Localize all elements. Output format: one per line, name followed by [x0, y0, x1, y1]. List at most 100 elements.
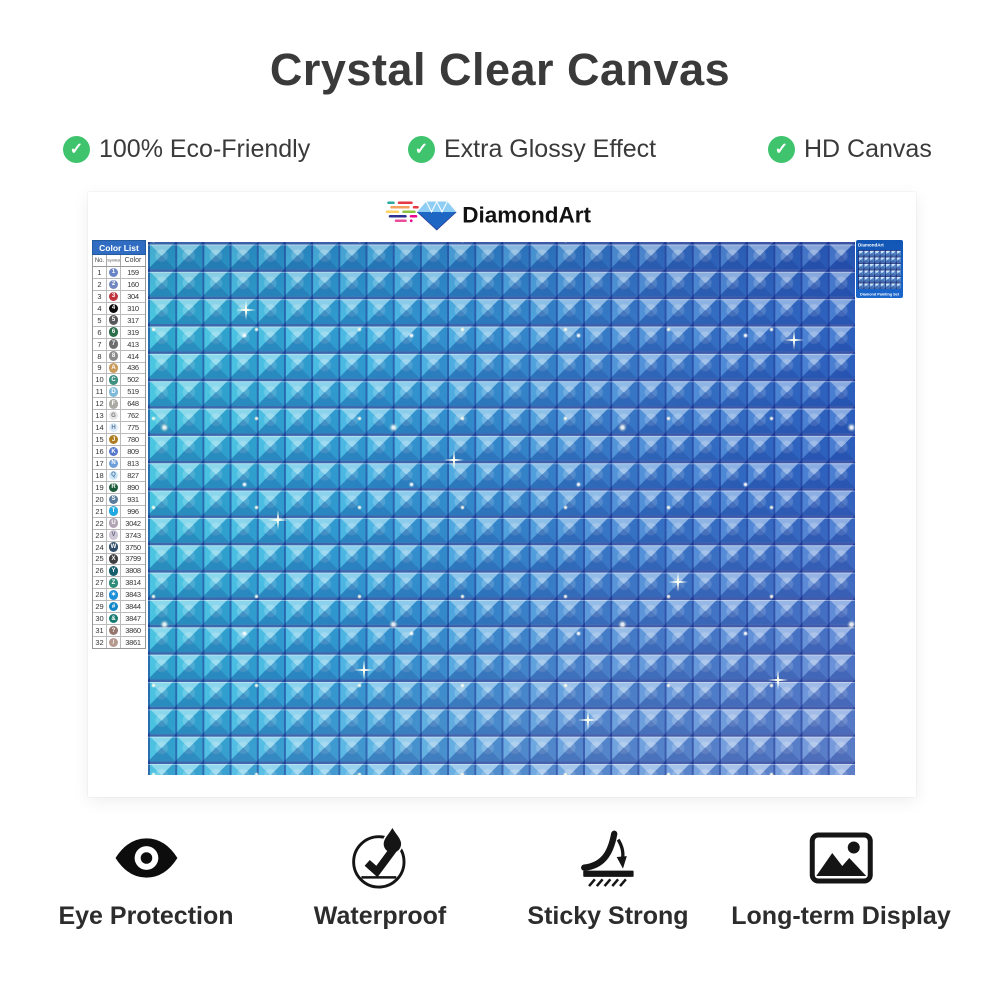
- symbol-cell: 6: [107, 326, 121, 338]
- color-list-row: 29 # 3844: [93, 601, 145, 614]
- color-list-row: 10 C 502: [93, 374, 145, 387]
- feature-extra-glossy: ✓ Extra Glossy Effect: [408, 135, 656, 164]
- color-list-columns: No. Symbol Color: [92, 255, 146, 267]
- color-swatch-icon: 7: [108, 339, 119, 349]
- symbol-cell: K: [107, 446, 121, 457]
- color-list-row: 14 H 775: [93, 422, 145, 435]
- color-swatch-icon: X: [108, 554, 119, 564]
- waterproof-icon: [352, 826, 406, 889]
- color-list-row: 21 T 996: [93, 505, 145, 518]
- color-list-row: 8 8 414: [93, 350, 145, 363]
- logo-diamond-icon: [416, 200, 457, 231]
- sparkle-glint: [668, 572, 688, 592]
- feature-label: Extra Glossy Effect: [444, 135, 657, 163]
- dmc-code: 890: [127, 482, 139, 492]
- color-swatch-icon: S: [108, 494, 119, 505]
- feature-waterproof: Waterproof: [314, 826, 446, 931]
- row-number: 10: [93, 374, 107, 386]
- row-number: 6: [93, 326, 107, 338]
- color-list-row: 16 K 809: [93, 446, 145, 458]
- color-swatch-icon: &: [108, 613, 119, 624]
- row-number: 2: [93, 278, 107, 290]
- color-list-row: 7 7 413: [93, 338, 145, 351]
- color-swatch-icon: 3: [108, 291, 119, 302]
- row-number: 4: [93, 302, 107, 314]
- color-swatch-icon: V: [108, 530, 119, 540]
- brand-logo: DiamondArt: [385, 200, 592, 231]
- row-number: 26: [93, 565, 107, 577]
- row-number: 27: [93, 577, 107, 589]
- sparkle-glint: [354, 660, 374, 680]
- color-list-row: 2 2 160: [93, 278, 145, 291]
- sparkle-glint: [784, 330, 804, 350]
- color-list-row: 11 D 519: [93, 386, 145, 399]
- symbol-cell: ✶: [107, 589, 121, 601]
- color-swatch-icon: Q: [108, 470, 119, 481]
- feature-label: HD Canvas: [804, 135, 932, 163]
- dmc-code: 3042: [125, 518, 141, 528]
- color-list-row: 3 3 304: [93, 290, 145, 303]
- color-list-rows: 1 1 159 2 2 160: [92, 267, 146, 649]
- sparkle-glint: [768, 670, 788, 690]
- dmc-code: 3843: [125, 590, 141, 600]
- dmc-code: 996: [127, 506, 139, 516]
- symbol-cell: D: [107, 386, 121, 398]
- color-swatch-icon: W: [108, 542, 119, 552]
- color-list-row: 26 Y 3808: [93, 565, 145, 578]
- row-number: 25: [93, 553, 107, 565]
- mini-box-brand: DiamondArt: [857, 242, 884, 248]
- color-list-row: 28 ✶ 3843: [93, 589, 145, 602]
- row-number: 9: [93, 362, 107, 374]
- sparkle-glint: [578, 710, 598, 730]
- sparkle-glint: [236, 300, 256, 320]
- row-number: 18: [93, 469, 107, 481]
- mini-product-box: ◆ DiamondArt Diamond Painting Set: [856, 240, 903, 298]
- dmc-code: 3799: [125, 554, 141, 564]
- symbol-cell: C: [107, 374, 121, 386]
- symbol-cell: R: [107, 481, 121, 493]
- color-list-row: 12 F 648: [93, 398, 145, 411]
- dmc-code: 3860: [125, 626, 141, 636]
- feature-label: Waterproof: [313, 902, 447, 930]
- color-list-row: 23 V 3743: [93, 529, 145, 542]
- color-list-row: 22 U 3042: [93, 517, 145, 530]
- check-icon: ✓: [63, 136, 90, 163]
- sticky-strong-icon: [580, 830, 634, 887]
- dmc-code: 813: [127, 458, 139, 468]
- color-list-row: 20 S 931: [93, 493, 145, 506]
- check-icon: ✓: [768, 136, 795, 163]
- color-swatch-icon: D: [108, 387, 119, 397]
- row-number: 23: [93, 529, 107, 541]
- logo-speed-lines: [385, 201, 419, 223]
- row-number: 13: [93, 410, 107, 422]
- dmc-code: 413: [127, 339, 139, 349]
- column-no: No.: [93, 255, 107, 266]
- dmc-code: 762: [127, 411, 139, 421]
- symbol-cell: V: [107, 529, 121, 541]
- color-list-row: 4 4 310: [93, 302, 145, 315]
- color-swatch-icon: F: [108, 399, 119, 409]
- row-number: 24: [93, 541, 107, 553]
- row-number: 19: [93, 481, 107, 493]
- symbol-cell: 4: [107, 302, 121, 314]
- color-swatch-icon: R: [108, 482, 119, 493]
- color-swatch-icon: Z: [108, 578, 119, 588]
- symbol-cell: T: [107, 505, 121, 517]
- color-list-row: 1 1 159: [93, 267, 145, 279]
- color-list-row: 5 5 317: [93, 314, 145, 327]
- symbol-cell: N: [107, 458, 121, 469]
- feature-label: Long-term Display: [731, 902, 951, 930]
- dmc-code: 3743: [125, 530, 141, 540]
- color-swatch-icon: K: [108, 446, 119, 457]
- dmc-code: 436: [127, 363, 139, 373]
- color-swatch-icon: T: [108, 506, 119, 516]
- dmc-code: 160: [127, 279, 139, 289]
- symbol-cell: 2: [107, 278, 121, 290]
- row-number: 14: [93, 422, 107, 434]
- dmc-code: 502: [127, 375, 139, 385]
- symbol-cell: Z: [107, 577, 121, 589]
- page-title: Crystal Clear Canvas: [269, 44, 731, 95]
- feature-label: Eye Protection: [58, 902, 234, 930]
- color-list-row: 31 ? 3860: [93, 625, 145, 638]
